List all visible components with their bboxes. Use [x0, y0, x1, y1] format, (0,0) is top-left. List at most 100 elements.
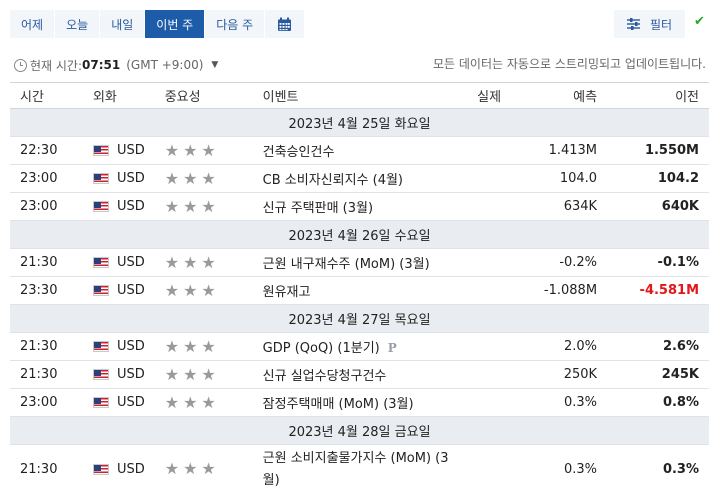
event-importance: ★★★ [154, 332, 253, 361]
event-row[interactable]: 21:30 USD ★★★ 근원 소비지출물가지수 (MoM) (3월) 0.3% 0.3… [10, 444, 709, 490]
tab-next-week[interactable]: 다음 주 [205, 10, 266, 38]
col-time[interactable]: 시간 [10, 82, 83, 109]
event-importance: ★★★ [154, 164, 253, 193]
event-importance: ★★★ [154, 388, 253, 417]
event-name[interactable]: 잠정주택매매 (MoM) (3월) [252, 388, 468, 417]
event-previous: 0.8% [607, 388, 709, 417]
economic-calendar-table: 시간 외화 중요성 이벤트 실제 예측 이전 2023년 4월 25일 화요일 2… [10, 82, 709, 490]
event-previous: -0.1% [607, 248, 709, 277]
event-actual [467, 164, 533, 193]
date-range-tabs: 어제 오늘 내일 이번 주 다음 주 [10, 10, 306, 38]
date-row: 2023년 4월 26일 수요일 [10, 220, 709, 249]
date-row: 2023년 4월 28일 금요일 [10, 416, 709, 445]
currency-code: USD [116, 143, 145, 158]
col-importance[interactable]: 중요성 [154, 82, 253, 109]
event-time: 23:00 [10, 388, 83, 417]
event-name[interactable]: GDP (QoQ) (1분기) P [252, 332, 468, 361]
us-flag-icon [92, 464, 109, 475]
us-flag-icon [92, 145, 109, 156]
date-row: 2023년 4월 25일 화요일 [10, 108, 709, 137]
event-row[interactable]: 21:30 USD ★★★ 근원 내구재수주 (MoM) (3월) -0.2% -0.1% [10, 248, 709, 277]
currency-cell: USD [92, 395, 145, 410]
event-title[interactable]: 근원 내구재수주 (MoM) (3월) [262, 257, 430, 272]
table-header: 시간 외화 중요성 이벤트 실제 예측 이전 [10, 82, 709, 109]
col-event[interactable]: 이벤트 [252, 82, 468, 109]
event-importance: ★★★ [154, 136, 253, 165]
event-name[interactable]: 근원 소비지출물가지수 (MoM) (3월) [252, 444, 468, 490]
importance-stars-icon: ★★★ [164, 281, 220, 300]
importance-stars-icon: ★★★ [164, 169, 220, 188]
event-actual [467, 360, 533, 389]
col-currency[interactable]: 외화 [82, 82, 155, 109]
event-title[interactable]: CB 소비자신뢰지수 (4월) [262, 173, 403, 188]
calendar-button[interactable] [265, 10, 306, 38]
filter-button[interactable]: 필터 [614, 10, 685, 38]
event-title[interactable]: GDP (QoQ) (1분기) [262, 341, 380, 356]
event-row[interactable]: 23:00 USD ★★★ 잠정주택매매 (MoM) (3월) 0.3% 0.8% [10, 388, 709, 417]
current-time-selector[interactable]: 현재 시간: 07:51 (GMT +9:00) ▼ [14, 56, 218, 74]
preliminary-badge: P [387, 341, 397, 355]
date-label: 2023년 4월 28일 금요일 [10, 416, 709, 445]
event-importance: ★★★ [154, 444, 253, 490]
event-forecast: -0.2% [532, 248, 608, 277]
currency-cell: USD [92, 339, 145, 354]
event-name[interactable]: 신규 실업수당청구건수 [252, 360, 468, 389]
event-actual [467, 444, 533, 490]
currency-cell: USD [92, 171, 145, 186]
event-forecast: 250K [532, 360, 608, 389]
tab-tomorrow[interactable]: 내일 [100, 10, 146, 38]
event-title[interactable]: 신규 주택판매 (3월) [262, 201, 374, 216]
event-name[interactable]: 신규 주택판매 (3월) [252, 192, 468, 221]
date-label: 2023년 4월 27일 목요일 [10, 304, 709, 333]
col-previous[interactable]: 이전 [607, 82, 709, 109]
event-title[interactable]: 잠정주택매매 (MoM) (3월) [262, 397, 414, 412]
event-time: 21:30 [10, 332, 83, 361]
streaming-notice: 모든 데이터는 자동으로 스트리밍되고 업데이트됩니다. [433, 57, 706, 71]
event-previous: 640K [607, 192, 709, 221]
currency-code: USD [116, 367, 145, 382]
date-label: 2023년 4월 26일 수요일 [10, 220, 709, 249]
currency-code: USD [116, 283, 145, 298]
event-currency: USD [82, 360, 155, 389]
event-importance: ★★★ [154, 360, 253, 389]
current-time-value: 07:51 [82, 58, 121, 72]
currency-cell: USD [92, 459, 145, 481]
event-forecast: 0.3% [532, 444, 608, 490]
event-forecast: 0.3% [532, 388, 608, 417]
tab-yesterday[interactable]: 어제 [10, 10, 56, 38]
importance-stars-icon: ★★★ [164, 458, 220, 478]
col-forecast[interactable]: 예측 [532, 82, 608, 109]
event-currency: USD [82, 136, 155, 165]
importance-stars-icon: ★★★ [164, 197, 220, 216]
currency-cell: USD [92, 199, 145, 214]
tab-today[interactable]: 오늘 [55, 10, 101, 38]
event-row[interactable]: 21:30 USD ★★★ GDP (QoQ) (1분기) P 2.0% 2.6% [10, 332, 709, 361]
event-row[interactable]: 23:30 USD ★★★ 원유재고 -1.088M -4.581M [10, 276, 709, 305]
event-importance: ★★★ [154, 276, 253, 305]
filter-label: 필터 [649, 17, 673, 32]
event-name[interactable]: CB 소비자신뢰지수 (4월) [252, 164, 468, 193]
tab-this-week[interactable]: 이번 주 [145, 10, 206, 38]
event-title[interactable]: 건축승인건수 [262, 145, 335, 160]
event-time: 23:00 [10, 164, 83, 193]
event-row[interactable]: 23:00 USD ★★★ 신규 주택판매 (3월) 634K 640K [10, 192, 709, 221]
event-name[interactable]: 건축승인건수 [252, 136, 468, 165]
event-row[interactable]: 23:00 USD ★★★ CB 소비자신뢰지수 (4월) 104.0 104.2 [10, 164, 709, 193]
us-flag-icon [92, 397, 109, 408]
event-time: 21:30 [10, 360, 83, 389]
col-actual[interactable]: 실제 [467, 82, 533, 109]
event-forecast: -1.088M [532, 276, 608, 305]
currency-cell: USD [92, 367, 145, 382]
importance-stars-icon: ★★★ [164, 253, 220, 272]
event-name[interactable]: 근원 내구재수주 (MoM) (3월) [252, 248, 468, 277]
us-flag-icon [92, 369, 109, 380]
clock-icon [14, 58, 27, 72]
event-row[interactable]: 22:30 USD ★★★ 건축승인건수 1.413M 1.550M [10, 136, 709, 165]
event-title[interactable]: 근원 소비지출물가지수 (MoM) (3월) [262, 450, 449, 488]
event-title[interactable]: 신규 실업수당청구건수 [262, 369, 387, 384]
event-actual [467, 248, 533, 277]
calendar-icon [278, 17, 292, 31]
event-title[interactable]: 원유재고 [262, 285, 311, 300]
event-name[interactable]: 원유재고 [252, 276, 468, 305]
event-row[interactable]: 21:30 USD ★★★ 신규 실업수당청구건수 250K 245K [10, 360, 709, 389]
